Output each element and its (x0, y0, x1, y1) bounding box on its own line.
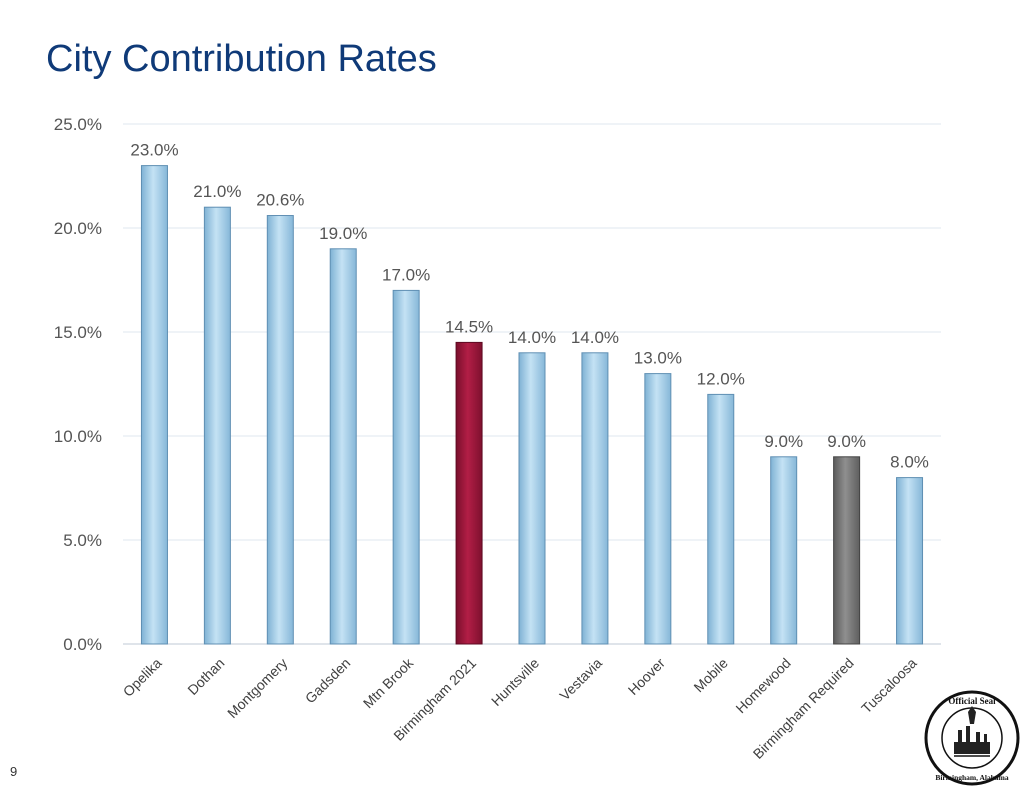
bar-montgomery (266, 215, 294, 645)
data-label: 14.0% (508, 328, 556, 347)
svg-text:Birmingham, Alabama: Birmingham, Alabama (935, 773, 1009, 782)
data-label: 17.0% (382, 265, 430, 284)
data-label: 12.0% (697, 369, 745, 388)
data-label: 20.6% (256, 191, 304, 210)
bar-gadsden (329, 248, 357, 645)
category-label: Gadsden (302, 655, 353, 706)
y-tick-label: 0.0% (63, 635, 102, 654)
city-seal-logo: Official Seal Birmingham, Alabama (924, 690, 1020, 786)
bar-mobile (707, 393, 735, 645)
y-tick-label: 10.0% (54, 427, 102, 446)
y-tick-label: 25.0% (54, 115, 102, 134)
bar-mtn-brook (392, 289, 420, 645)
category-label: Huntsville (488, 655, 542, 709)
data-label: 9.0% (764, 432, 803, 451)
bar-birmingham-2021 (455, 341, 483, 645)
page-number: 9 (10, 764, 18, 779)
data-label: 21.0% (193, 182, 241, 201)
category-label: Tuscaloosa (858, 655, 920, 717)
category-label: Dothan (184, 655, 227, 698)
bar-homewood (770, 456, 798, 645)
chart-title: City Contribution Rates (46, 38, 437, 80)
category-label: Montgomery (224, 655, 290, 721)
category-label: Homewood (732, 655, 793, 716)
y-tick-label: 15.0% (54, 323, 102, 342)
data-label: 14.5% (445, 317, 493, 336)
bar-tuscaloosa (896, 477, 924, 645)
bar-dothan (203, 206, 231, 645)
y-tick-label: 20.0% (54, 219, 102, 238)
bar-vestavia (581, 352, 609, 645)
bar-opelika (140, 165, 168, 645)
bar-birmingham-required (833, 456, 861, 645)
category-label: Vestavia (556, 655, 605, 704)
data-label: 23.0% (130, 141, 178, 160)
data-label: 8.0% (890, 453, 929, 472)
svg-text:Official Seal: Official Seal (948, 696, 996, 706)
data-label: 9.0% (827, 432, 866, 451)
data-label: 14.0% (571, 328, 619, 347)
data-label: 19.0% (319, 224, 367, 243)
data-label: 13.0% (634, 349, 682, 368)
bar-huntsville (518, 352, 546, 645)
y-tick-label: 5.0% (63, 531, 102, 550)
category-label: Mobile (690, 655, 731, 696)
category-label: Hoover (625, 655, 668, 698)
category-label: Opelika (120, 655, 165, 700)
bar-hoover (644, 373, 672, 645)
category-label: Mtn Brook (360, 654, 417, 711)
